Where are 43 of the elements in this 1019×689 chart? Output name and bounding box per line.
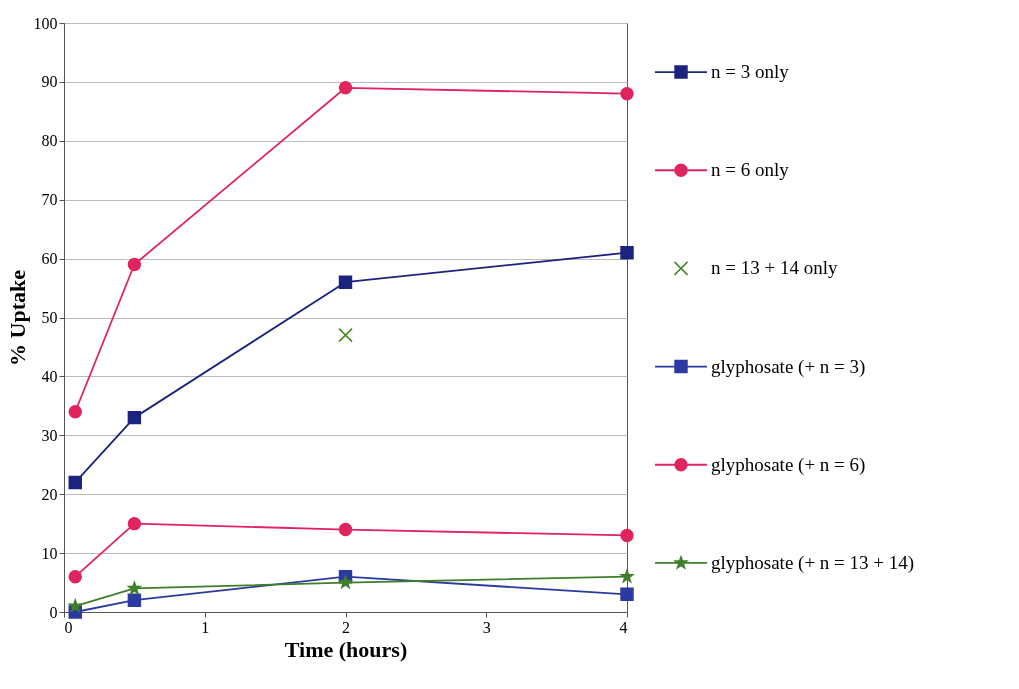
legend-label: n = 13 + 14 only <box>711 257 838 279</box>
y-tick-label: 90 <box>41 73 58 91</box>
x-tick-label: 0 <box>64 618 73 636</box>
point <box>68 475 82 490</box>
point <box>620 245 634 260</box>
y-tick-label: 20 <box>41 485 58 503</box>
legend-label: n = 3 only <box>711 61 790 83</box>
point <box>68 405 82 419</box>
x-tick-label: 4 <box>619 618 628 636</box>
y-axis-title: % Uptake <box>4 269 30 366</box>
point <box>620 569 634 583</box>
y-tick-label: 40 <box>41 367 58 385</box>
point <box>127 410 142 425</box>
point <box>338 275 353 289</box>
y-tick-label: 30 <box>41 426 58 444</box>
y-tick-label: 50 <box>41 309 58 326</box>
point <box>339 575 352 589</box>
point <box>68 569 82 584</box>
x-tick-label: 3 <box>482 618 491 636</box>
point <box>127 516 142 531</box>
x-tick-label: 2 <box>342 618 350 636</box>
point <box>68 599 82 612</box>
point <box>127 581 141 595</box>
y-tick-label: 70 <box>41 191 58 209</box>
point <box>620 86 634 101</box>
x-axis-title: Time (hours) <box>284 636 408 662</box>
legend-label: n = 6 only <box>711 159 790 181</box>
y-tick-label: 100 <box>33 14 58 32</box>
point <box>338 81 353 95</box>
y-tick-label: 60 <box>41 250 58 268</box>
point <box>620 528 634 543</box>
y-tick-label: 0 <box>49 603 58 621</box>
legend-label: glyphosate (+ n = 13 + 14) <box>711 551 915 574</box>
point <box>338 327 353 343</box>
point <box>620 587 634 602</box>
y-tick-label: 10 <box>41 544 58 562</box>
point <box>127 257 142 272</box>
y-tick-label: 80 <box>41 132 58 150</box>
point <box>127 593 142 607</box>
legend-label: glyphosate (+ n = 3) <box>711 355 866 378</box>
point <box>338 522 353 537</box>
legend-label: glyphosate (+ n = 6) <box>711 453 866 476</box>
x-tick-label: 1 <box>201 618 210 636</box>
